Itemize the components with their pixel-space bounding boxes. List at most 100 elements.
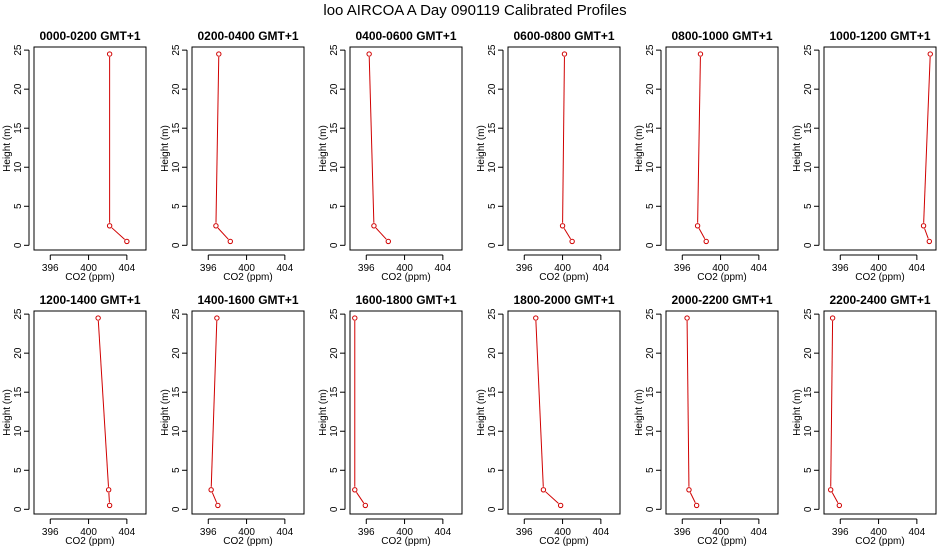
panel-title: 0800-1000 GMT+1	[671, 29, 772, 43]
y-axis-label: Height (m)	[2, 389, 13, 436]
y-axis-label: Height (m)	[160, 389, 171, 436]
y-tick-label: 20	[171, 347, 182, 359]
x-tick-label: 400	[80, 527, 97, 538]
data-point	[214, 315, 220, 321]
profile-segment	[375, 227, 387, 240]
data-point	[693, 502, 700, 509]
data-point	[828, 487, 834, 493]
x-tick-label: 400	[712, 263, 729, 274]
data-point	[533, 315, 539, 321]
profile-segment	[830, 321, 834, 487]
y-tick-label: 15	[171, 122, 182, 134]
y-tick-label: 20	[645, 347, 656, 359]
y-tick-label: 5	[487, 203, 498, 209]
data-point	[352, 315, 358, 321]
y-tick-label: 0	[13, 506, 24, 512]
y-axis-label: Height (m)	[2, 125, 13, 172]
y-tick-label: 15	[803, 122, 814, 134]
y-tick-label: 15	[13, 386, 24, 398]
x-tick-label: 400	[870, 527, 887, 538]
y-tick-label: 0	[803, 242, 814, 248]
panel-title: 0600-0800 GMT+1	[513, 29, 614, 43]
y-tick-label: 10	[803, 425, 814, 437]
y-tick-label: 15	[329, 386, 340, 398]
y-tick-label: 5	[171, 467, 182, 473]
x-axis-label: CO2 (ppm)	[539, 272, 588, 283]
x-tick-label: 404	[119, 263, 136, 274]
plot-frame	[349, 46, 463, 251]
y-tick-label: 15	[171, 386, 182, 398]
profile-segment	[215, 57, 220, 223]
y-tick-label: 10	[487, 425, 498, 437]
x-axis-label: CO2 (ppm)	[381, 272, 430, 283]
x-tick-label: 400	[80, 263, 97, 274]
data-point	[926, 238, 932, 245]
y-tick-label: 5	[487, 467, 498, 473]
data-point	[540, 487, 547, 493]
profile-segment	[368, 57, 375, 223]
y-axis-label: Height (m)	[160, 125, 171, 172]
y-tick-label: 10	[171, 161, 182, 173]
profile-segment	[686, 321, 690, 487]
y-tick-label: 20	[329, 347, 340, 359]
y-tick-label: 5	[171, 203, 182, 209]
y-tick-label: 10	[487, 161, 498, 173]
y-tick-label: 25	[487, 308, 498, 320]
y-tick-label: 5	[13, 467, 24, 473]
y-axis-label: Height (m)	[318, 389, 329, 436]
x-tick-label: 400	[554, 263, 571, 274]
y-axis-label: Height (m)	[792, 125, 803, 172]
profile-segment	[210, 321, 218, 487]
y-tick-label: 25	[487, 44, 498, 56]
profile-panel: 0200-0400 GMT+1 0 5 10 15 20 25 Height (m) 396 40…	[160, 29, 305, 283]
y-tick-label: 25	[171, 308, 182, 320]
y-tick-label: 10	[13, 161, 24, 173]
x-tick-label: 404	[435, 263, 452, 274]
data-point	[216, 51, 222, 57]
profile-panel: 0000-0200 GMT+1 0 5 10 15 20 25 Height (m) 396 40…	[2, 29, 147, 283]
y-tick-label: 25	[329, 44, 340, 56]
profile-segment	[356, 492, 365, 504]
profile-panel: 2000-2200 GMT+1 0 5 10 15 20 25 Height (m) 396 40…	[634, 293, 779, 547]
data-point	[697, 51, 704, 57]
profile-segment	[211, 492, 218, 503]
y-tick-label: 25	[645, 308, 656, 320]
data-point	[95, 315, 101, 321]
data-point	[124, 238, 130, 245]
y-tick-label: 15	[487, 122, 498, 134]
y-tick-label: 25	[171, 44, 182, 56]
y-tick-label: 15	[487, 386, 498, 398]
y-tick-label: 20	[171, 83, 182, 95]
data-point	[559, 223, 566, 229]
x-tick-label: 396	[200, 263, 217, 274]
profile-segment	[831, 492, 839, 504]
profile-panel: 1000-1200 GMT+1 0 5 10 15 20 25 Height (m) 396 40…	[792, 29, 937, 283]
data-point	[694, 223, 701, 229]
y-tick-label: 0	[487, 506, 498, 512]
y-tick-label: 10	[329, 425, 340, 437]
data-point	[829, 315, 836, 321]
y-axis-label: Height (m)	[318, 125, 329, 172]
data-point	[686, 487, 692, 493]
profile-panel: 1600-1800 GMT+1 0 5 10 15 20 25 Height (m) 396 40…	[318, 293, 463, 547]
data-point	[105, 487, 112, 493]
y-tick-label: 20	[645, 83, 656, 95]
y-tick-label: 20	[487, 347, 498, 359]
plot-frame	[665, 46, 779, 251]
y-tick-label: 15	[13, 122, 24, 134]
y-axis-label: Height (m)	[634, 125, 645, 172]
y-tick-label: 25	[645, 44, 656, 56]
plot-frame	[33, 310, 147, 515]
y-tick-label: 20	[329, 83, 340, 95]
panel-title: 1000-1200 GMT+1	[829, 29, 930, 43]
y-tick-label: 0	[171, 506, 182, 512]
x-axis-label: CO2 (ppm)	[697, 272, 746, 283]
y-tick-label: 10	[645, 425, 656, 437]
y-tick-label: 10	[803, 161, 814, 173]
y-tick-label: 25	[329, 308, 340, 320]
panel-title: 1600-1800 GMT+1	[355, 293, 456, 307]
profile-panel: 0400-0600 GMT+1 0 5 10 15 20 25 Height (m) 396 40…	[318, 29, 463, 283]
y-axis-label: Height (m)	[634, 389, 645, 436]
y-tick-label: 0	[329, 242, 340, 248]
